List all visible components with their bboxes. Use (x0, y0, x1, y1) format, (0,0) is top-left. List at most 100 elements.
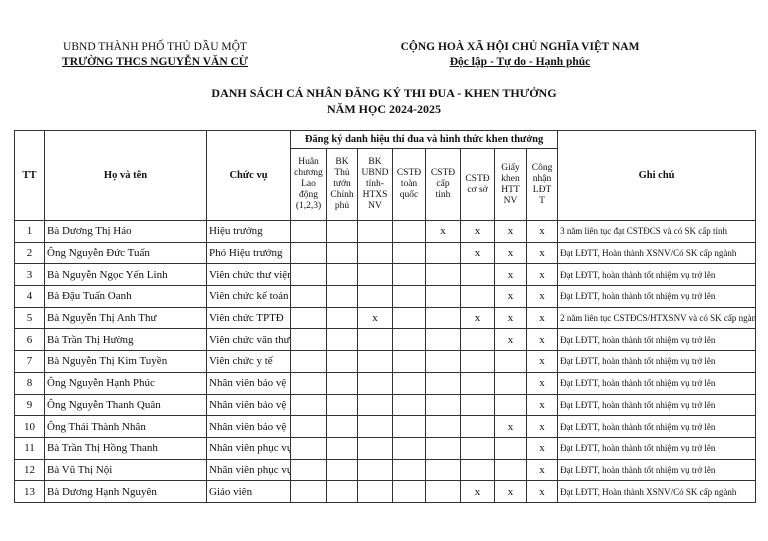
mark-cell (425, 436, 461, 460)
mark-cell: x (525, 241, 559, 265)
note-cell: Đạt LĐTT, hoàn thành tốt nhiệm vụ trở lê… (557, 415, 757, 438)
mark-cell (357, 328, 393, 352)
mark-cell (290, 285, 327, 308)
sub-header: Huân chương Lao động (1,2,3) (290, 148, 327, 221)
position-cell: Viên chức TPTĐ (206, 306, 291, 330)
mark-cell (460, 415, 495, 438)
tt-cell: 6 (14, 328, 45, 352)
name-cell: Bà Dương Hạnh Nguyên (44, 480, 207, 503)
mark-cell (425, 371, 461, 395)
note-cell: 2 năm liên tục CSTĐCS/HTXSNV và có SK cấ… (557, 306, 757, 330)
mark-cell (392, 371, 426, 395)
name-cell: Bà Nguyễn Thị Kim Tuyền (44, 350, 207, 373)
note-cell: Đạt LĐTT, hoàn thành tốt nhiệm vụ trở lê… (557, 350, 757, 373)
mark-cell (460, 285, 495, 308)
row: 2 Ông Nguyễn Đức Tuấn Phó Hiệu trưởng x x x Đạ… (14, 241, 757, 265)
mark-cell (326, 241, 358, 265)
authority: UBND THÀNH PHỐ THỦ DẦU MỘT (63, 41, 247, 53)
mark-cell: x (525, 393, 559, 417)
mark-cell (326, 371, 358, 395)
mark-cell (425, 306, 461, 330)
mark-cell: x (460, 306, 495, 330)
mark-cell (392, 415, 426, 438)
mark-cell (425, 393, 461, 417)
tt-cell: 10 (14, 415, 45, 438)
mark-cell (290, 263, 327, 287)
note-cell: Đạt LĐTT, hoàn thành tốt nhiệm vụ trở lê… (557, 393, 757, 417)
name-cell: Ông Nguyễn Hạnh Phúc (44, 371, 207, 395)
position-cell: Viên chức kế toán (206, 285, 291, 308)
name-cell: Bà Nguyễn Thị Anh Thư (44, 306, 207, 330)
mark-cell (290, 436, 327, 460)
tt-cell: 2 (14, 241, 45, 265)
mark-cell: x (525, 350, 559, 373)
mark-cell (392, 241, 426, 265)
mark-cell (494, 350, 527, 373)
mark-cell: x (494, 328, 527, 352)
mark-cell (460, 393, 495, 417)
position-cell: Nhân viên phục vụ (206, 458, 291, 482)
mark-cell (460, 436, 495, 460)
mark-cell (392, 480, 426, 503)
sub-header: CSTĐ toàn quốc (392, 148, 426, 221)
row: 9 Ông Nguyễn Thanh Quân Nhân viên bảo vệ x Đ… (14, 393, 757, 417)
name-cell: Bà Dương Thị Hảo (44, 220, 207, 243)
mark-cell: x (525, 480, 559, 503)
mark-cell (357, 285, 393, 308)
position-cell: Viên chức văn thư (206, 328, 291, 352)
tt-cell: 4 (14, 285, 45, 308)
note-cell: Đạt LĐTT, Hoàn thành XSNV/Có SK cấp ngàn… (557, 480, 757, 503)
note-cell: Đạt LĐTT, hoàn thành tốt nhiệm vụ trở lê… (557, 436, 757, 460)
sub-header: BK UBND tỉnh-HTXS NV (357, 148, 393, 221)
position-cell: Hiệu trưởng (206, 220, 291, 243)
title: DANH SÁCH CÁ NHÂN ĐĂNG KÝ THI ĐUA - KHEN… (211, 86, 557, 100)
row: 10 Ông Thái Thành Nhân Nhân viên bảo vệ x x Đ… (14, 415, 757, 438)
mark-cell (326, 306, 358, 330)
mark-cell: x (494, 285, 527, 308)
mark-cell (326, 393, 358, 417)
mark-cell (425, 263, 461, 287)
mark-cell (290, 350, 327, 373)
mark-cell (290, 220, 327, 243)
mark-cell (290, 371, 327, 395)
note-cell: 3 năm liên tục đạt CSTĐCS và có SK cấp t… (557, 220, 757, 243)
mark-cell (326, 458, 358, 482)
mark-cell (326, 328, 358, 352)
mark-cell: x (525, 458, 559, 482)
header-cell: Chức vụ (206, 130, 291, 221)
name-cell: Ông Nguyễn Thanh Quân (44, 393, 207, 417)
mark-cell (494, 436, 527, 460)
mark-cell: x (494, 306, 527, 330)
header-cell: Họ và tên (44, 130, 207, 221)
tt-cell: 1 (14, 220, 45, 243)
mark-cell (392, 263, 426, 287)
tt-cell: 3 (14, 263, 45, 287)
position-cell: Viên chức thư viện (206, 263, 291, 287)
mark-cell (392, 458, 426, 482)
row: 8 Ông Nguyễn Hạnh Phúc Nhân viên bảo vệ x Đạ… (14, 371, 757, 395)
mark-cell (494, 458, 527, 482)
mark-cell: x (525, 371, 559, 395)
position-cell: Nhân viên phục vụ (206, 436, 291, 460)
mark-cell (290, 393, 327, 417)
position-cell: Nhân viên bảo vệ (206, 415, 291, 438)
mark-cell (425, 458, 461, 482)
mark-cell (494, 393, 527, 417)
mark-cell (460, 371, 495, 395)
row: 6 Bà Trần Thị Hường Viên chức văn thư x x Đạt… (14, 328, 757, 352)
sub-header: Công nhận LĐT T (525, 148, 559, 221)
mark-cell (290, 415, 327, 438)
mark-cell (326, 263, 358, 287)
mark-cell (425, 415, 461, 438)
mark-cell: x (460, 220, 495, 243)
mark-cell (290, 241, 327, 265)
mark-cell: x (494, 241, 527, 265)
mark-cell (392, 220, 426, 243)
mark-cell: x (525, 328, 559, 352)
header-cell: TT (14, 130, 45, 221)
mark-cell (357, 480, 393, 503)
name-cell: Bà Trần Thị Hường (44, 328, 207, 352)
mark-cell (357, 458, 393, 482)
mark-cell (357, 350, 393, 373)
mark-cell: x (525, 220, 559, 243)
